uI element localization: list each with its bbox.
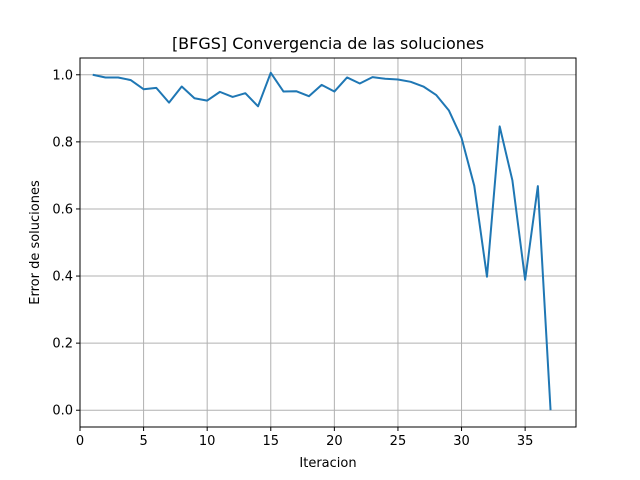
y-tick-label: 0.6: [52, 202, 73, 217]
x-tick-label: 15: [262, 434, 279, 449]
grid-layer: [79, 58, 576, 427]
x-tick-label: 20: [326, 434, 343, 449]
ticks-layer: 0 5 10 15 20 25 30 35 0.0 0.2 0.4 0.6 0.8 1.0: [52, 68, 533, 449]
x-tick-label: 10: [199, 434, 216, 449]
x-tick-label: 25: [390, 434, 407, 449]
y-tick-label: 0.2: [52, 337, 73, 352]
y-tick-label: 1.0: [52, 68, 73, 83]
y-tick-label: 0.4: [52, 270, 73, 285]
y-tick-label: 0.8: [52, 135, 73, 150]
plot-frame: [79, 57, 577, 428]
y-tick-label: 0.0: [52, 404, 73, 419]
series-layer: [92, 71, 552, 411]
x-axis-label: Iteracion: [299, 456, 356, 471]
x-tick-label: 30: [453, 434, 470, 449]
x-tick-label: 0: [76, 434, 84, 449]
x-tick-label: 35: [517, 434, 534, 449]
x-tick-label: 5: [139, 434, 147, 449]
y-axis-label: Error de soluciones: [28, 180, 43, 305]
chart-title: [BFGS] Convergencia de las soluciones: [172, 34, 484, 53]
series-line: [92, 71, 552, 411]
